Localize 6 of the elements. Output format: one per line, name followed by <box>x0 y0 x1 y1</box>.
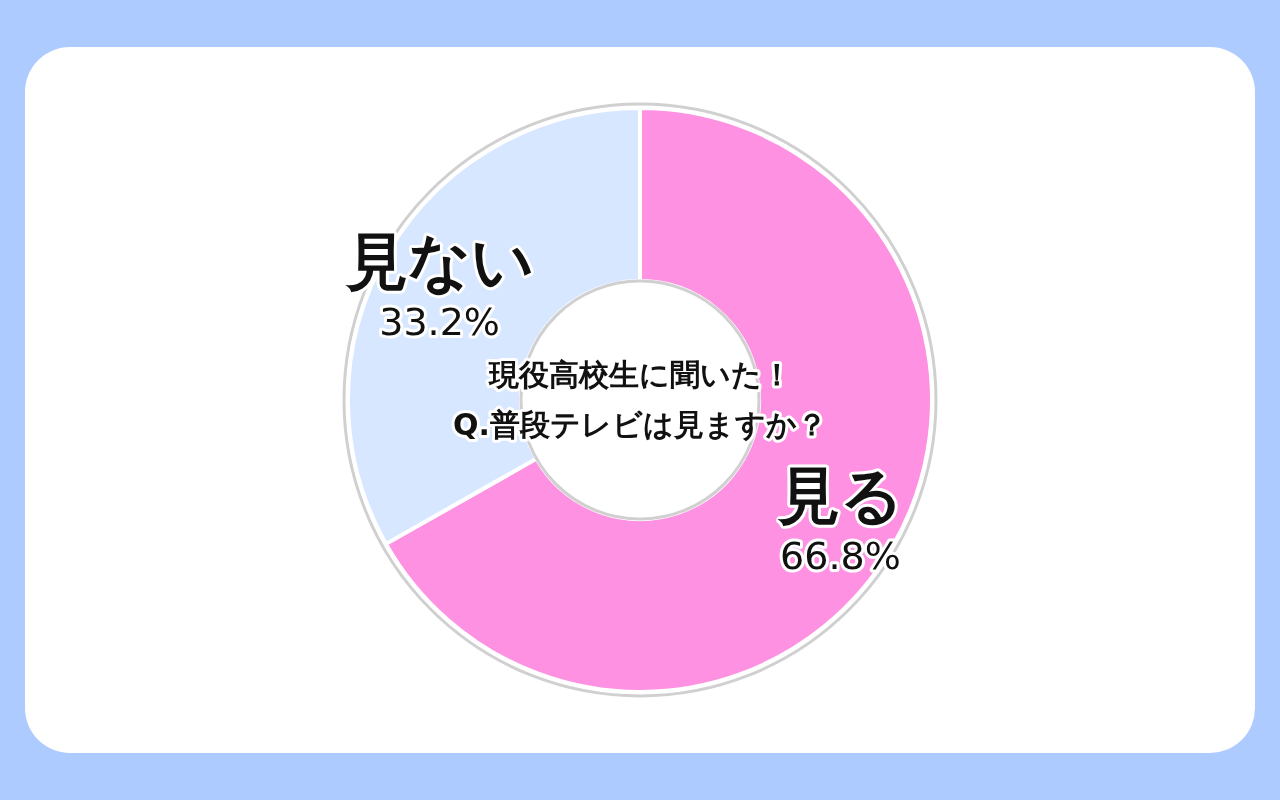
slice-label: 見ない <box>344 225 534 299</box>
text: Q.普段テレビは見ますか？ <box>453 407 827 442</box>
data-label: 66.8% <box>780 533 901 578</box>
text: 現役高校生に聞いた！ <box>487 357 792 392</box>
slice-label: 見る <box>776 458 903 532</box>
data-label: 33.2% <box>379 300 500 345</box>
